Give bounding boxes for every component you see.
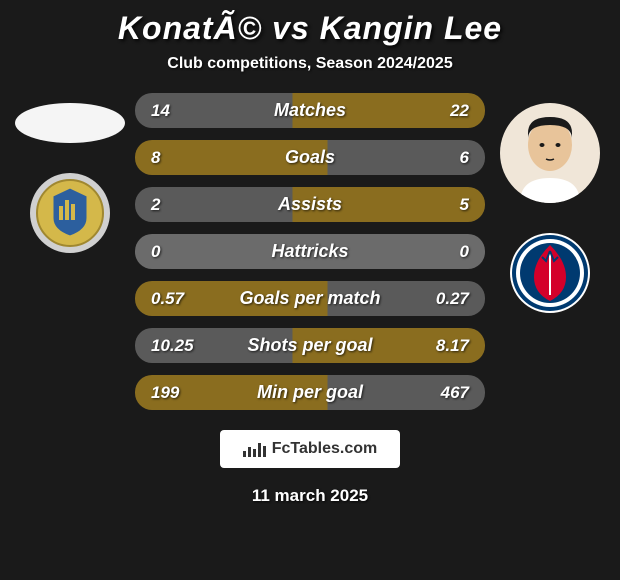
stat-right-value: 0.27	[436, 289, 469, 309]
player-left-photo	[15, 103, 125, 143]
stat-label: Goals	[285, 147, 335, 168]
person-icon	[500, 103, 600, 203]
stat-left-value: 2	[151, 195, 160, 215]
stat-right-value: 6	[460, 148, 469, 168]
comparison-container: KonatÃ© vs Kangin Lee Club competitions,…	[0, 0, 620, 580]
stats-column: 14 Matches 22 8 Goals 6 2 Assists 5 0 Hattricks 0 0.…	[135, 93, 485, 410]
stat-label: Goals per match	[239, 288, 380, 309]
stat-row: 14 Matches 22	[135, 93, 485, 128]
stat-row: 2 Assists 5	[135, 187, 485, 222]
stat-right-value: 467	[441, 383, 469, 403]
player-right-photo	[500, 103, 600, 203]
psg-icon	[510, 233, 590, 313]
brand-label: FcTables.com	[272, 440, 378, 458]
club-right-badge	[510, 233, 590, 313]
club-left-badge	[30, 173, 110, 253]
stat-right-value: 0	[460, 242, 469, 262]
page-title: KonatÃ© vs Kangin Lee	[0, 10, 620, 47]
stat-left-value: 14	[151, 101, 170, 121]
stat-left-value: 8	[151, 148, 160, 168]
right-column	[495, 93, 605, 313]
stat-label: Min per goal	[257, 382, 363, 403]
chart-icon	[243, 441, 266, 457]
left-column	[15, 93, 125, 253]
stat-label: Assists	[278, 194, 342, 215]
content-row: 14 Matches 22 8 Goals 6 2 Assists 5 0 Hattricks 0 0.…	[0, 93, 620, 410]
shield-icon	[35, 178, 105, 248]
stat-label: Hattricks	[271, 241, 348, 262]
stat-left-value: 199	[151, 383, 179, 403]
stat-label: Shots per goal	[247, 335, 372, 356]
stat-left-value: 0.57	[151, 289, 184, 309]
stat-right-value: 8.17	[436, 336, 469, 356]
footer-date: 11 march 2025	[0, 486, 620, 506]
stat-label: Matches	[274, 100, 346, 121]
stat-row: 10.25 Shots per goal 8.17	[135, 328, 485, 363]
stat-row: 0 Hattricks 0	[135, 234, 485, 269]
stat-left-value: 10.25	[151, 336, 194, 356]
brand-badge[interactable]: FcTables.com	[220, 430, 400, 468]
stat-row: 8 Goals 6	[135, 140, 485, 175]
stat-row: 0.57 Goals per match 0.27	[135, 281, 485, 316]
stat-row: 199 Min per goal 467	[135, 375, 485, 410]
stat-left-value: 0	[151, 242, 160, 262]
stat-right-value: 22	[450, 101, 469, 121]
stat-right-value: 5	[460, 195, 469, 215]
page-subtitle: Club competitions, Season 2024/2025	[0, 55, 620, 73]
